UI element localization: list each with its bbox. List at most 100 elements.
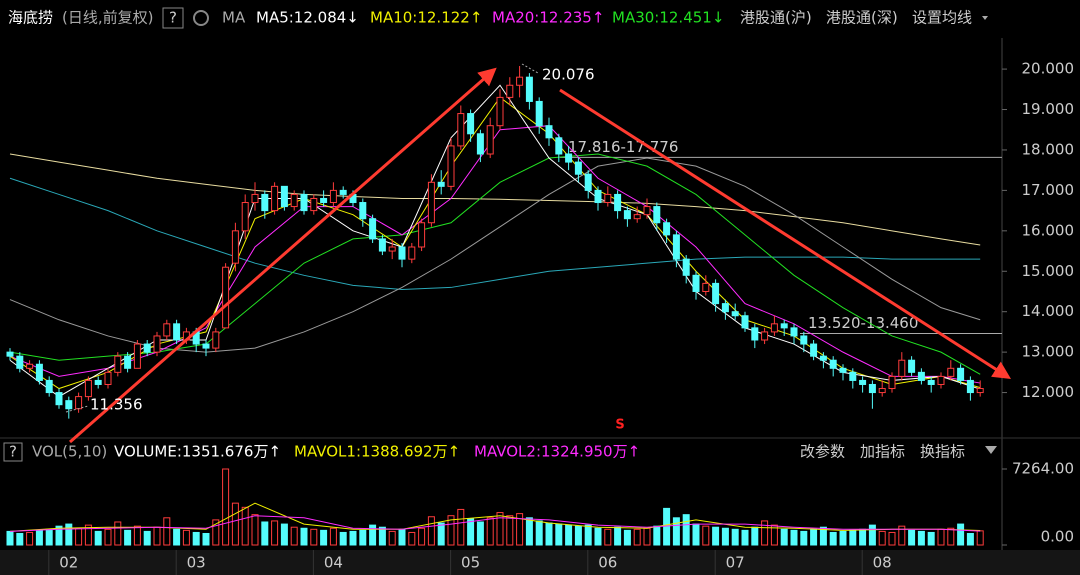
dropdown-icon[interactable] — [982, 16, 988, 20]
button[interactable]: 加指标 — [860, 443, 905, 461]
volume-bar — [976, 530, 984, 546]
y-tick-label: 16.000 — [1022, 221, 1075, 239]
subtitle: (日线,前复权) — [62, 9, 153, 27]
candle-body — [868, 383, 876, 394]
volume-bar — [26, 531, 34, 546]
candle-body — [966, 379, 974, 394]
candle-body — [516, 76, 524, 86]
x-tick-label: 07 — [726, 554, 745, 572]
volume-bar — [222, 468, 230, 546]
candle-body — [692, 274, 700, 292]
volume-bar — [545, 522, 553, 546]
candle-body — [829, 359, 837, 369]
candle-body — [565, 153, 573, 163]
volume-bar — [427, 516, 435, 546]
link[interactable]: 港股通(沪) — [740, 9, 812, 27]
candle-body — [359, 202, 367, 220]
volume-bar — [212, 519, 220, 546]
candle-body — [908, 359, 916, 373]
y-tick-label: 15.000 — [1022, 262, 1075, 280]
candle-body — [212, 331, 220, 349]
candle-body — [506, 84, 514, 98]
volume-bar — [388, 530, 396, 546]
link[interactable]: 设置均线 — [912, 9, 972, 27]
y-tick-label: 0.00 — [1041, 528, 1074, 546]
x-tick-label: 08 — [873, 554, 892, 572]
candle-body — [202, 343, 210, 349]
candle-body — [878, 388, 886, 394]
y-tick-label: 20.000 — [1022, 60, 1075, 78]
candle-body — [859, 379, 867, 385]
x-tick-label: 03 — [187, 554, 206, 572]
candle-body — [310, 197, 318, 212]
x-tick-label: 06 — [598, 554, 617, 572]
volume-bar — [721, 527, 729, 546]
button[interactable]: 改参数 — [800, 443, 845, 461]
link[interactable]: 港股通(深) — [826, 9, 898, 27]
volume-bar — [300, 527, 308, 546]
help-box[interactable] — [162, 7, 184, 29]
volume-bar — [84, 524, 92, 546]
volume-bar — [339, 531, 347, 546]
volume-bar — [653, 525, 661, 546]
candle-body — [614, 193, 622, 212]
button[interactable]: 换指标 — [920, 443, 965, 461]
candle-body — [75, 396, 83, 410]
signal: S — [615, 418, 624, 433]
help-box[interactable] — [3, 442, 23, 462]
candle-body — [143, 343, 151, 353]
volume-bar — [878, 530, 886, 546]
volume-bar — [516, 513, 524, 546]
candle-body — [643, 206, 651, 216]
volume-bar — [418, 527, 426, 546]
ma-line — [9, 153, 981, 246]
candle-body — [84, 379, 92, 398]
candle-body — [633, 214, 641, 220]
volume-bar — [143, 530, 151, 546]
volume-bar — [506, 515, 514, 546]
trend-arrow — [69, 67, 497, 444]
volume-bar — [868, 524, 876, 546]
help[interactable]: ? — [169, 9, 177, 27]
volume-label: VOLUME:1351.676万↑ — [114, 443, 281, 461]
candle-body — [418, 222, 426, 248]
volume-bar — [182, 529, 190, 546]
y-tick-label: 18.000 — [1022, 140, 1075, 158]
candle-body — [271, 185, 279, 212]
candle-body — [320, 197, 328, 204]
volume-bar — [790, 529, 798, 546]
volume-bar — [75, 527, 83, 546]
candle-body — [104, 371, 112, 385]
volume-bar — [633, 528, 641, 546]
candle-body — [790, 327, 798, 337]
volume-bar — [565, 524, 573, 546]
candle-body — [467, 113, 475, 135]
help[interactable]: ? — [9, 443, 17, 461]
candle-body — [369, 218, 377, 240]
volume-bar — [623, 529, 631, 546]
candle-body — [6, 351, 14, 357]
candle-body — [849, 371, 857, 381]
candle-body — [261, 193, 269, 212]
volume-bar — [173, 528, 181, 546]
volume-bar — [16, 532, 24, 546]
collapse-icon[interactable] — [985, 446, 997, 454]
stock-name: 海底捞 — [8, 9, 53, 27]
volume-bar — [819, 526, 827, 546]
volume-bar — [780, 528, 788, 546]
candle-body — [427, 181, 435, 224]
volume-bar — [751, 526, 759, 546]
volume-bar — [280, 523, 288, 546]
candle-body — [290, 193, 298, 208]
volume-bar — [261, 521, 269, 546]
candle-body — [55, 392, 63, 406]
gear-icon[interactable] — [193, 10, 209, 26]
candle-body — [682, 258, 690, 276]
candle-body — [173, 323, 181, 341]
volume-bar — [584, 524, 592, 546]
volume-bar — [457, 508, 465, 546]
volume-bar — [839, 530, 847, 546]
volume-bar — [908, 529, 916, 546]
candle-body — [35, 363, 43, 381]
candle-body — [888, 375, 896, 390]
